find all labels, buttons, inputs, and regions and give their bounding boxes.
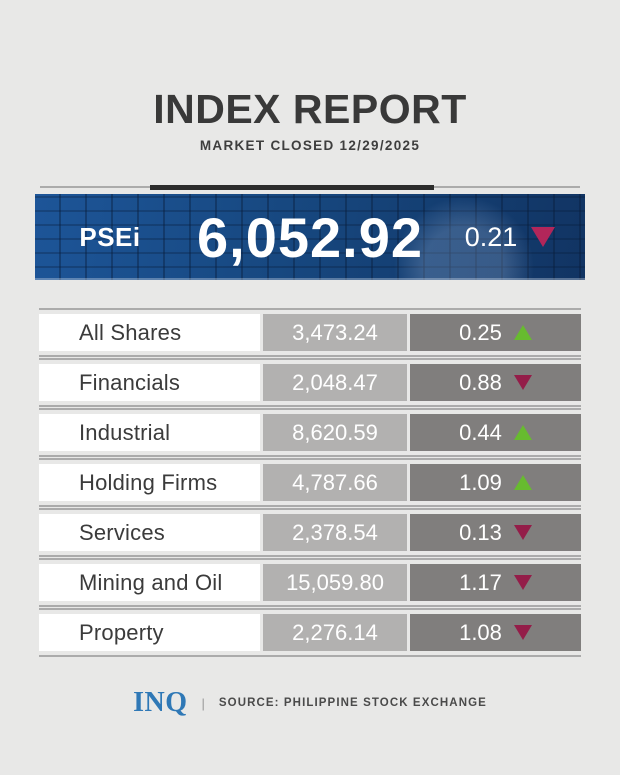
footer-separator: | — [201, 695, 205, 711]
sector-change-value: 1.09 — [459, 469, 502, 495]
sector-change: 1.09 — [410, 464, 581, 501]
inq-logo: INQ — [133, 687, 188, 718]
sector-name: Property — [39, 614, 260, 651]
sector-change-value: 0.25 — [459, 319, 502, 345]
divider-accent-bar — [150, 184, 434, 190]
table-row: Financials 2,048.47 0.88 — [39, 358, 581, 407]
psei-change-value: 0.21 — [464, 221, 518, 252]
up-triangle-icon — [513, 425, 532, 440]
sector-value: 2,276.14 — [263, 614, 407, 651]
sector-change: 1.08 — [410, 614, 581, 651]
sector-change-value: 1.17 — [459, 569, 502, 595]
sector-value: 8,620.59 — [263, 414, 407, 451]
page-title: INDEX REPORT — [153, 86, 467, 132]
table-row: Industrial 8,620.59 0.44 — [39, 408, 581, 457]
sector-change: 0.25 — [410, 314, 581, 351]
sector-change-value: 1.08 — [459, 619, 502, 645]
table-row: Mining and Oil 15,059.80 1.17 — [39, 558, 581, 607]
down-triangle-icon — [513, 525, 532, 540]
up-triangle-icon — [513, 475, 532, 490]
sector-name: All Shares — [39, 314, 260, 351]
report-footer: INQ | SOURCE: PHILIPPINE STOCK EXCHANGE — [0, 687, 620, 719]
sector-index-table: All Shares 3,473.24 0.25 Financials 2,04… — [39, 308, 581, 657]
sector-value: 15,059.80 — [263, 564, 407, 601]
report-header: INDEX REPORT MARKET CLOSED 12/29/2025 — [0, 0, 620, 153]
sector-name: Services — [39, 514, 260, 551]
up-triangle-icon — [513, 325, 532, 340]
table-row: Holding Firms 4,787.66 1.09 — [39, 458, 581, 507]
source-attribution-text: SOURCE: PHILIPPINE STOCK EXCHANGE — [218, 697, 487, 709]
psei-change-group: 0.21 — [435, 222, 585, 253]
sector-value: 2,378.54 — [263, 514, 407, 551]
down-triangle-icon — [513, 575, 532, 590]
psei-label: PSEi — [79, 221, 141, 252]
market-status-text: MARKET CLOSED 12/29/2025 — [199, 138, 421, 153]
sector-name: Mining and Oil — [39, 564, 260, 601]
divider-line — [40, 184, 580, 190]
table-row: Services 2,378.54 0.13 — [39, 508, 581, 557]
sector-name: Financials — [39, 364, 260, 401]
sector-change-value: 0.44 — [459, 419, 502, 445]
down-triangle-icon — [531, 227, 556, 247]
table-row: All Shares 3,473.24 0.25 — [39, 308, 581, 357]
sector-change: 0.13 — [410, 514, 581, 551]
sector-change-value: 0.13 — [459, 519, 502, 545]
psei-banner: PSEi 6,052.92 0.21 — [35, 194, 585, 280]
sector-change-value: 0.88 — [459, 369, 502, 395]
sector-value: 3,473.24 — [263, 314, 407, 351]
sector-name: Holding Firms — [39, 464, 260, 501]
table-row: Property 2,276.14 1.08 — [39, 608, 581, 657]
down-triangle-icon — [513, 625, 532, 640]
down-triangle-icon — [513, 375, 532, 390]
sector-name: Industrial — [39, 414, 260, 451]
sector-change: 0.44 — [410, 414, 581, 451]
sector-change: 0.88 — [410, 364, 581, 401]
psei-value: 6,052.92 — [197, 205, 423, 269]
sector-change: 1.17 — [410, 564, 581, 601]
sector-value: 4,787.66 — [263, 464, 407, 501]
sector-value: 2,048.47 — [263, 364, 407, 401]
